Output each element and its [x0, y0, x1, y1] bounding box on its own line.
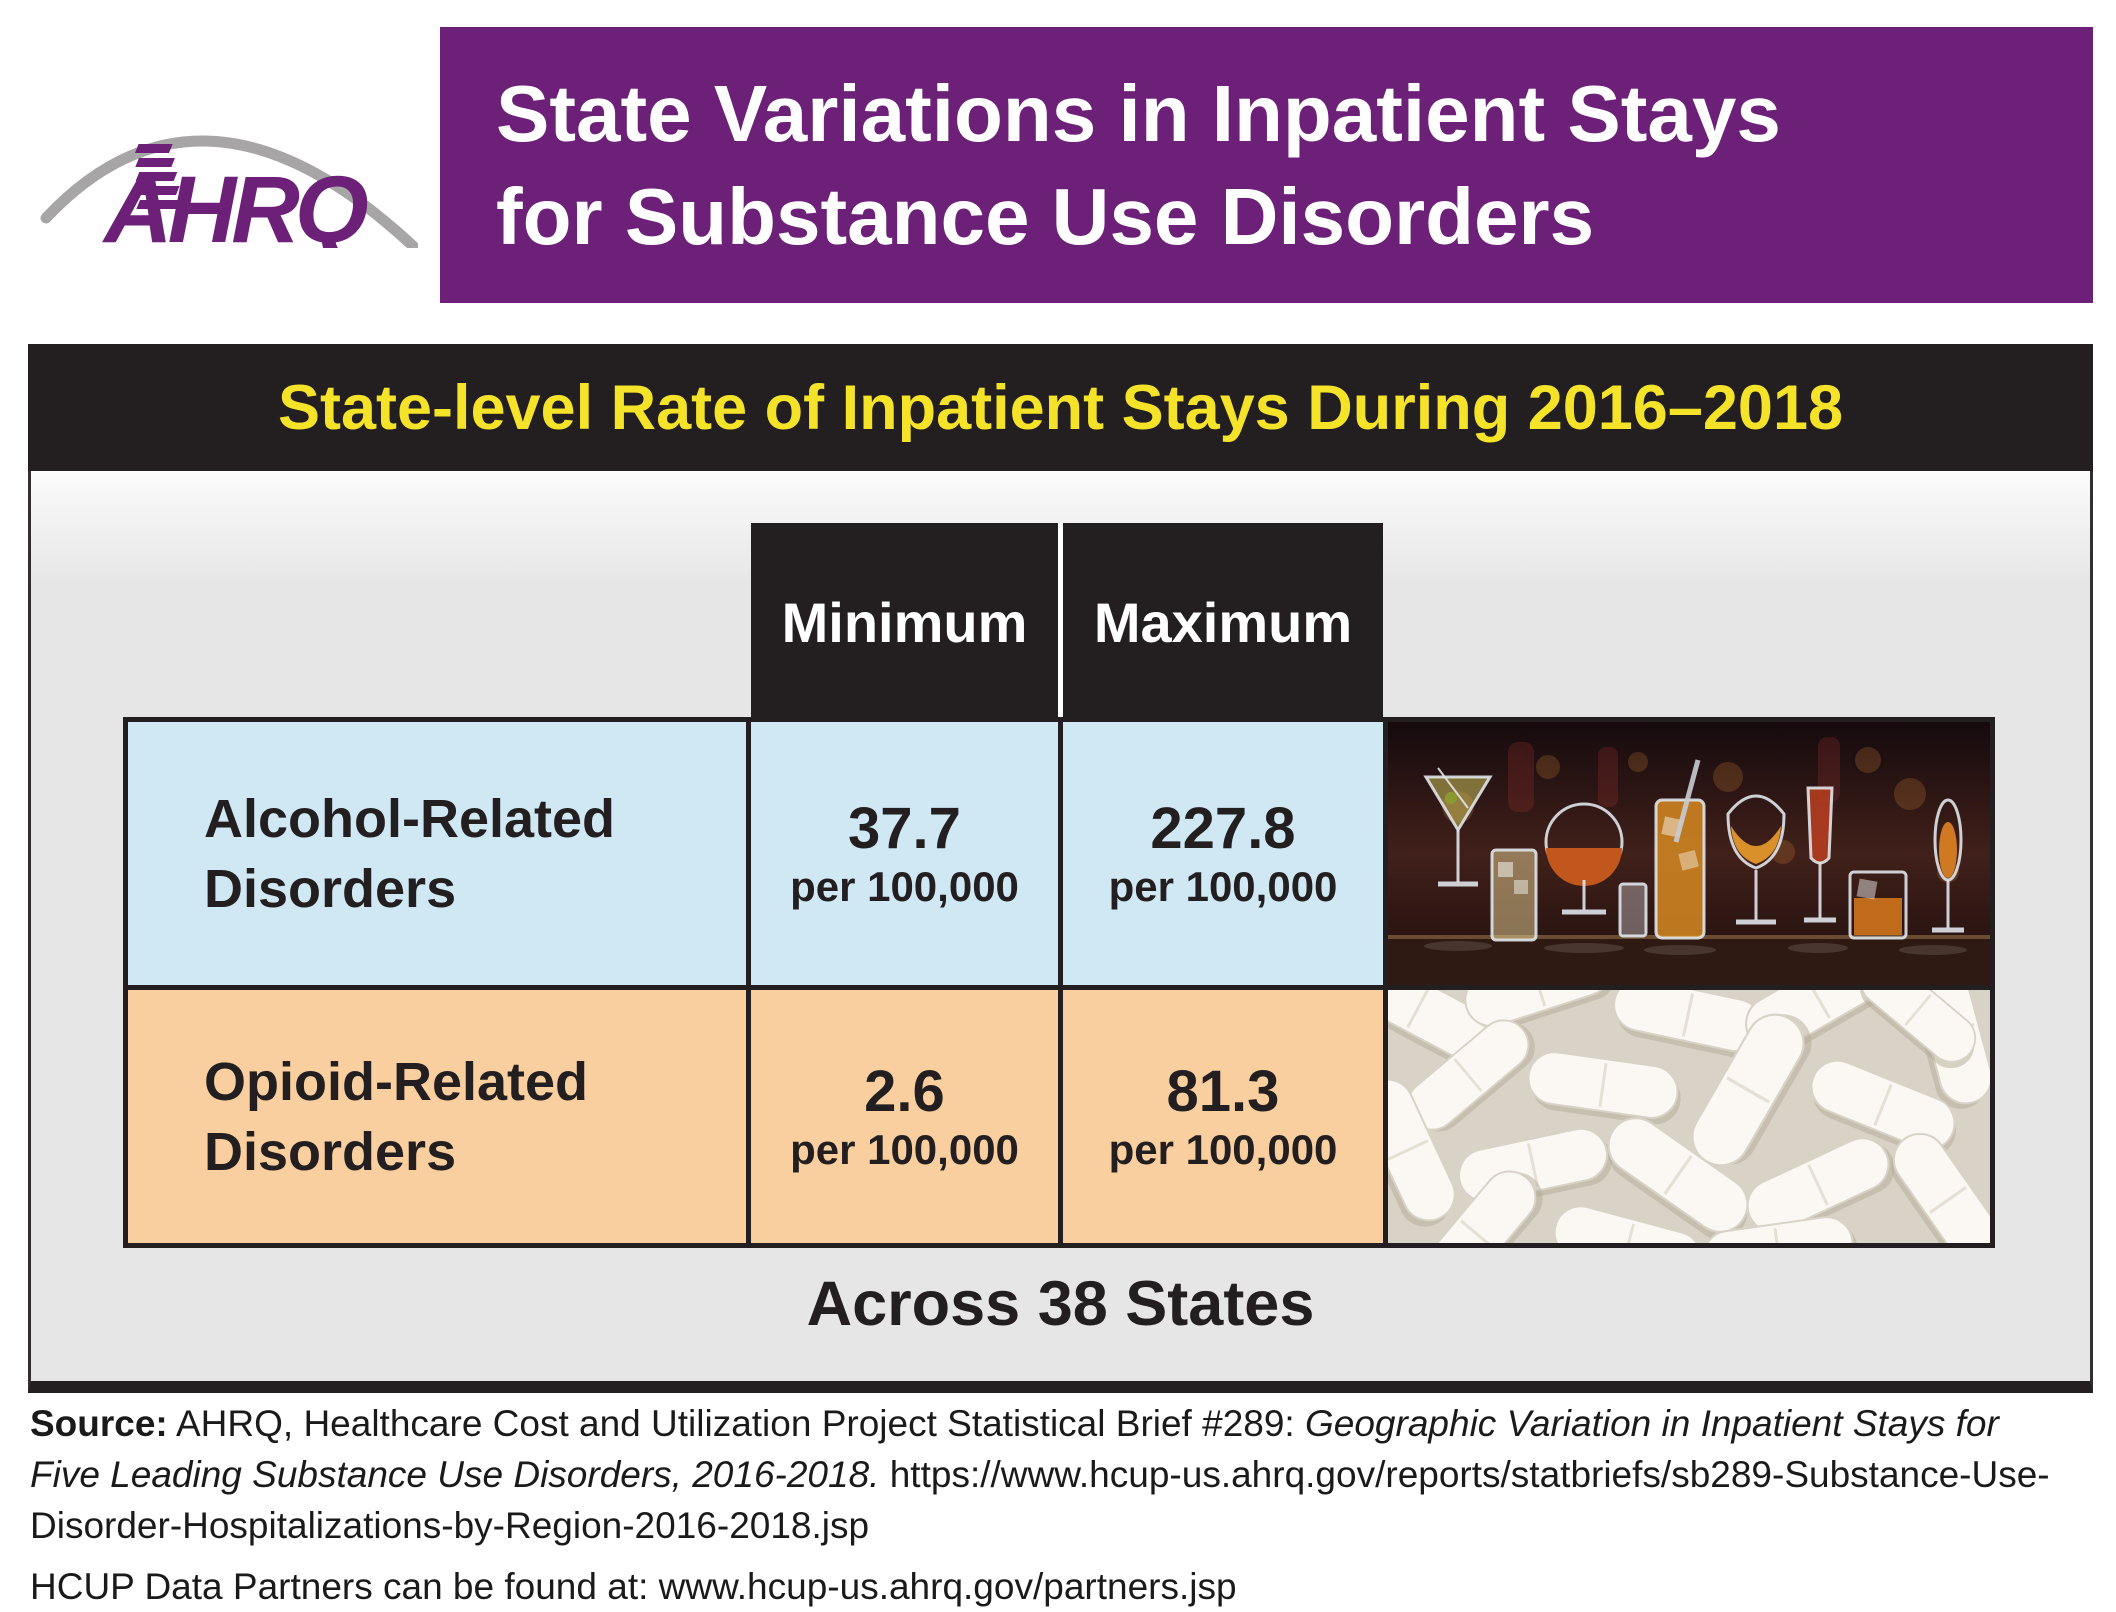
column-header-minimum: Minimum — [751, 523, 1058, 722]
row-alcohol-label: Alcohol-Related Disorders — [128, 722, 746, 985]
source-line-3: Disorder-Hospitalizations-by-Region-2016… — [30, 1500, 2110, 1551]
across-states-note: Across 38 States — [806, 1269, 1315, 1339]
logo-a-stripes-icon — [134, 144, 182, 209]
row-alcohol-maximum-cell: 227.8 per 100,000 — [1063, 722, 1383, 985]
row-opioid-label: Opioid-Related Disorders — [128, 990, 746, 1243]
ahrq-logo: AHRQ — [38, 96, 419, 263]
source-url-part1: https://www.hcup-us.ahrq.gov/reports/sta… — [879, 1454, 2050, 1495]
source-block: Source: AHRQ, Healthcare Cost and Utiliz… — [30, 1398, 2110, 1612]
opioid-min-value: 2.6 — [864, 1058, 945, 1124]
alcohol-max-unit: per 100,000 — [1108, 862, 1338, 910]
panel-title: State-level Rate of Inpatient Stays Duri… — [277, 372, 1844, 443]
source-line-1: Source: AHRQ, Healthcare Cost and Utiliz… — [30, 1398, 2110, 1449]
source-url-part2: Disorder-Hospitalizations-by-Region-2016… — [30, 1505, 870, 1546]
white-pill-capsules-photo — [1388, 990, 1990, 1243]
column-header-maximum: Maximum — [1063, 523, 1383, 722]
opioid-max-value: 81.3 — [1166, 1058, 1280, 1124]
assorted-alcoholic-drinks-photo — [1388, 722, 1990, 985]
source-line-2: Five Leading Substance Use Disorders, 20… — [30, 1449, 2110, 1500]
alcohol-min-value: 37.7 — [848, 795, 961, 861]
pills-illustration — [1388, 990, 1990, 1243]
source-line1-text: AHRQ, Healthcare Cost and Utilization Pr… — [167, 1403, 1305, 1444]
source-label: Source: — [30, 1403, 168, 1444]
gray-swoosh-arc-icon — [40, 135, 419, 252]
hcup-partners-line: HCUP Data Partners can be found at: www.… — [30, 1566, 1237, 1607]
opioid-min-unit: per 100,000 — [790, 1125, 1019, 1173]
ahrq-logo-graphic: AHRQ — [40, 135, 419, 263]
source-line1-italic: Geographic Variation in Inpatient Stays … — [1305, 1403, 1999, 1444]
column-header-divider — [1058, 523, 1063, 722]
source-line2-italic: Five Leading Substance Use Disorders, 20… — [30, 1454, 880, 1495]
row-alcohol-minimum-cell: 37.7 per 100,000 — [751, 722, 1058, 985]
row-opioid-minimum-cell: 2.6 per 100,000 — [751, 990, 1058, 1243]
title-banner: State Variations in Inpatient Stays for … — [440, 27, 2093, 303]
alcohol-min-unit: per 100,000 — [790, 862, 1019, 910]
drinks-illustration — [1388, 722, 1990, 985]
opioid-max-unit: per 100,000 — [1108, 1125, 1338, 1173]
alcohol-max-value: 227.8 — [1150, 795, 1296, 861]
page-title-line1: State Variations in Inpatient Stays — [496, 69, 1781, 158]
page-title-line2: for Substance Use Disorders — [496, 172, 1595, 261]
panel-title-band: State-level Rate of Inpatient Stays Duri… — [28, 344, 2093, 471]
logo-text: AHRQ — [102, 157, 368, 248]
row-opioid-maximum-cell: 81.3 per 100,000 — [1063, 990, 1383, 1243]
